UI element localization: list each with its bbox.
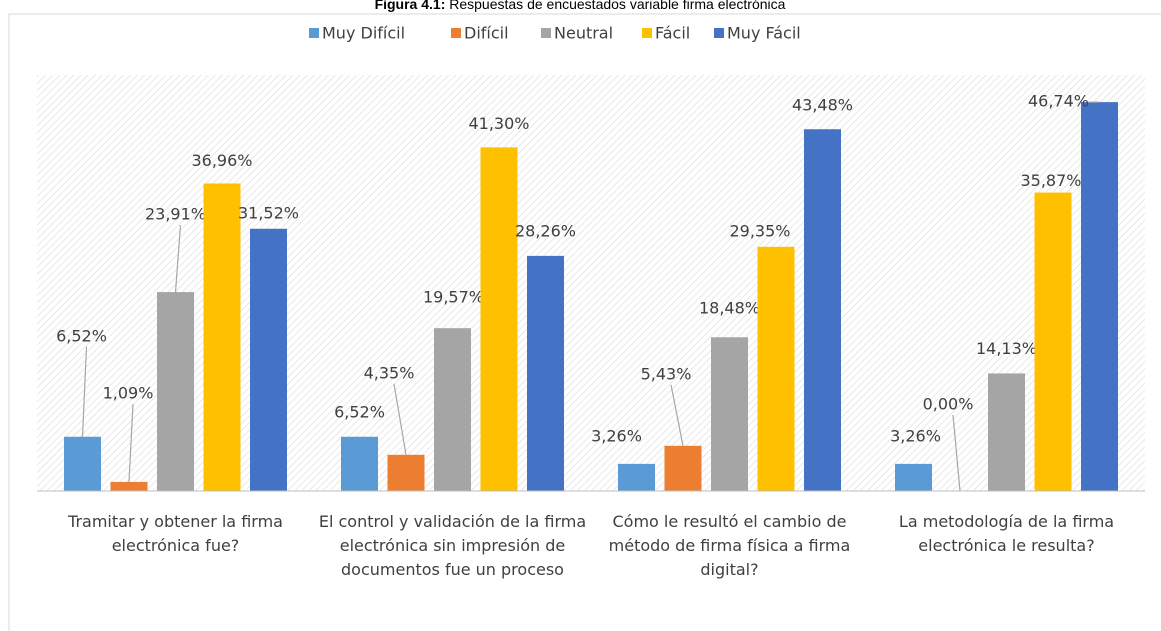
legend-label: Muy Fácil — [727, 24, 801, 43]
legend-label: Neutral — [554, 24, 613, 43]
legend-swatch — [714, 28, 724, 38]
legend-label: Muy Difícil — [322, 24, 405, 43]
legend-swatch — [309, 28, 319, 38]
bar — [434, 328, 471, 491]
bar — [387, 454, 425, 491]
legend-swatch — [642, 28, 652, 38]
bar — [895, 463, 932, 491]
data-label: 23,91% — [145, 205, 206, 224]
data-label: 5,43% — [641, 364, 692, 383]
data-label: 43,48% — [792, 96, 853, 115]
leader-line — [952, 414, 961, 492]
leader-line — [128, 403, 134, 482]
leader-line — [174, 225, 182, 293]
chart-title: Figura 4.1: Respuestas de encuestados va… — [375, 0, 786, 12]
legend-swatch — [541, 28, 551, 38]
data-label: 36,96% — [191, 151, 252, 170]
leader-line — [670, 384, 684, 446]
legend-label: Fácil — [655, 24, 690, 43]
bar — [711, 337, 748, 491]
data-label: 28,26% — [515, 221, 576, 240]
bar — [480, 147, 518, 491]
leader-line — [393, 383, 407, 455]
figure-label: Figura 4.1: — [375, 0, 446, 12]
bar — [1081, 102, 1118, 491]
x-tick-label: La metodología de la firma electrónica l… — [898, 512, 1115, 555]
bar — [341, 436, 378, 491]
data-label: 3,26% — [890, 426, 941, 445]
bar — [804, 129, 841, 491]
bar — [988, 373, 1025, 491]
bar — [618, 463, 655, 491]
data-label: 4,35% — [364, 363, 415, 382]
bar — [757, 246, 795, 491]
x-tick-label: Cómo le resultó el cambio de método de f… — [608, 512, 851, 579]
bar — [250, 228, 287, 491]
legend-label: Difícil — [464, 24, 509, 43]
bar — [664, 445, 702, 491]
data-label: 19,57% — [423, 288, 484, 307]
x-tick-label: Tramitar y obtener la firma electrónica … — [68, 512, 283, 555]
data-label: 31,52% — [238, 203, 299, 222]
x-tick-label: El control y validación de la firma elec… — [318, 512, 587, 579]
bar — [527, 255, 564, 491]
bar — [157, 292, 194, 491]
data-label: 6,52% — [56, 326, 107, 345]
data-label: 41,30% — [468, 114, 529, 133]
data-label: 6,52% — [334, 402, 385, 421]
bar — [1034, 192, 1072, 492]
bar — [203, 183, 241, 491]
data-label: 3,26% — [591, 426, 642, 445]
title: Respuestas de encuestados variable firma… — [449, 0, 785, 12]
data-label: 29,35% — [729, 221, 790, 240]
data-label: 14,13% — [976, 339, 1037, 358]
legend-swatch — [451, 28, 461, 38]
bar — [110, 481, 148, 491]
data-label: 0,00% — [923, 395, 974, 414]
leader-line — [81, 346, 88, 437]
bar — [64, 436, 101, 491]
data-label: 18,48% — [699, 299, 760, 318]
data-label: 1,09% — [103, 383, 154, 402]
data-label: 46,74% — [1028, 92, 1089, 111]
data-label: 35,87% — [1020, 171, 1081, 190]
